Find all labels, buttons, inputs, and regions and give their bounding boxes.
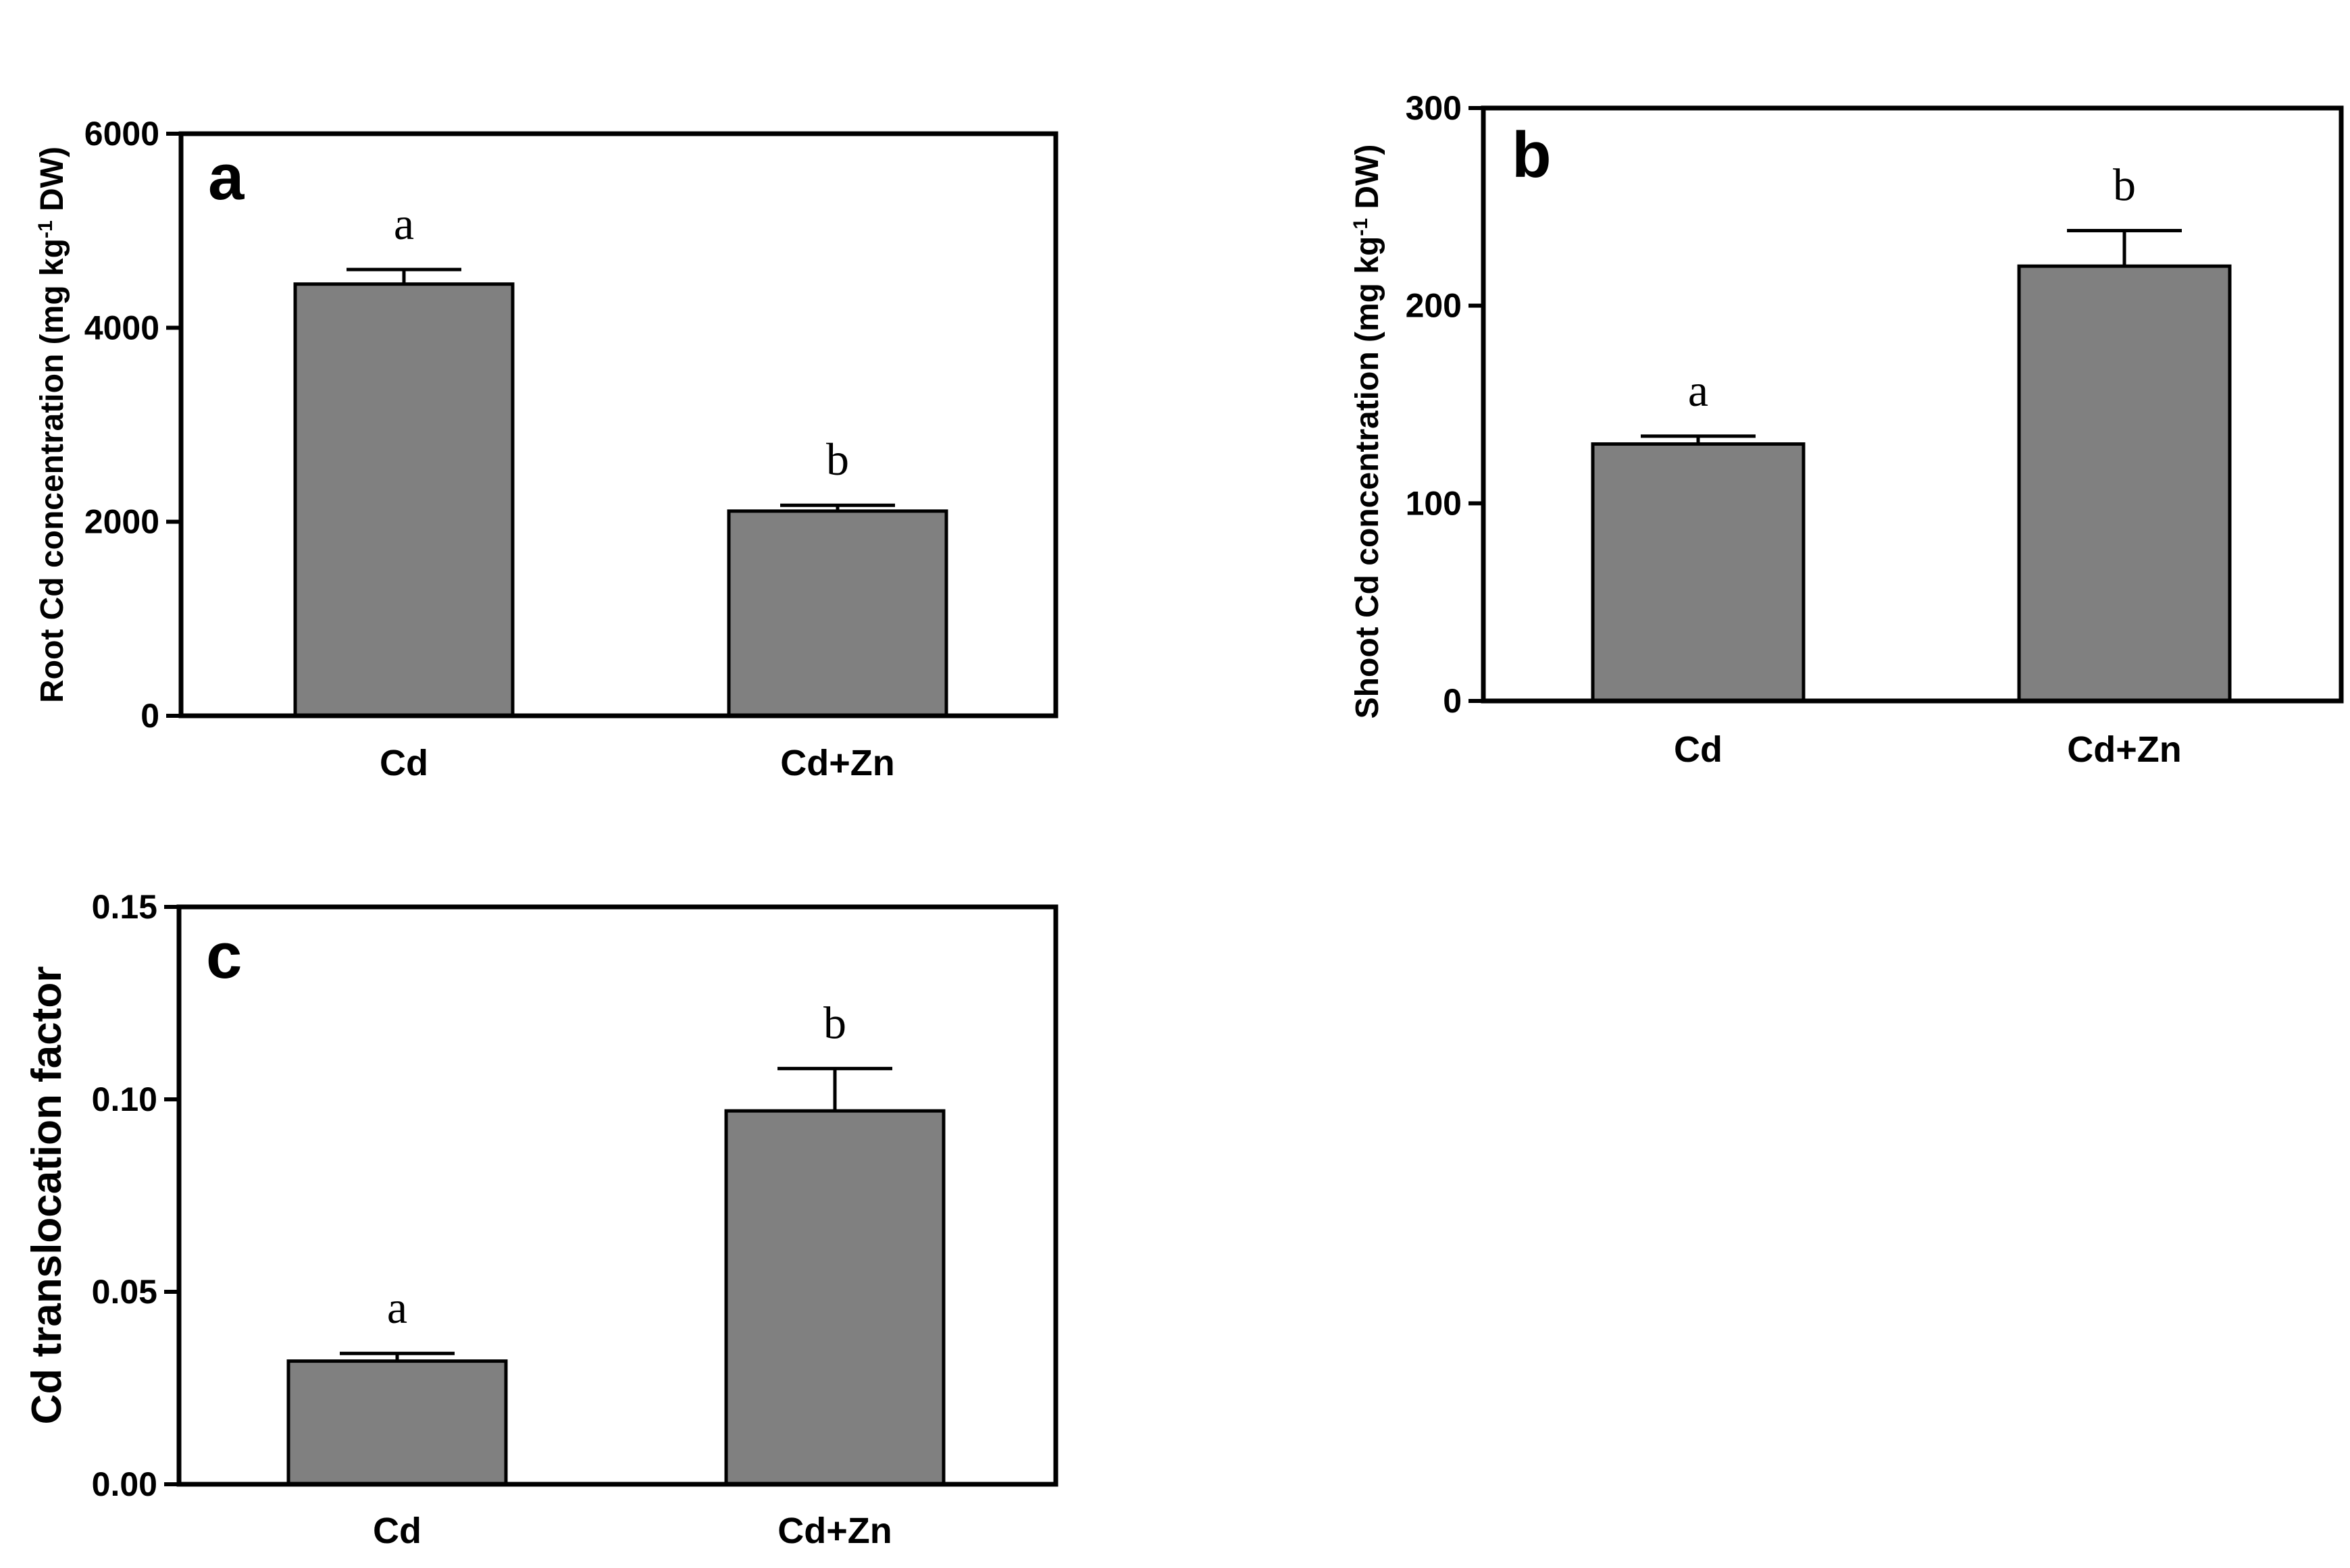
significance-label-c-0: a bbox=[387, 1282, 407, 1333]
y-tick-label-a-2: 4000 bbox=[84, 309, 159, 346]
bar-a-0 bbox=[293, 282, 515, 718]
y-axis-title-b: Shoot Cd concentration (mg kg-1 DW) bbox=[1350, 145, 1386, 719]
y-axis-title-part-c-0: Cd translocation factor bbox=[24, 966, 70, 1425]
y-tick-label-a-1: 2000 bbox=[84, 503, 159, 541]
y-tick-label-b-3: 300 bbox=[1406, 89, 1462, 127]
bar-c-0 bbox=[286, 1359, 508, 1486]
bar-c-1 bbox=[724, 1109, 946, 1486]
x-tick-label-b-1: Cd+Zn bbox=[2067, 729, 2182, 770]
significance-label-b-1: b bbox=[2113, 159, 2136, 210]
y-axis-title-part-b-0: Shoot Cd concentration (mg kg bbox=[1350, 236, 1385, 719]
x-tick-label-c-1: Cd+Zn bbox=[777, 1511, 892, 1551]
significance-label-b-0: a bbox=[1688, 365, 1708, 416]
x-tick-label-b-0: Cd bbox=[1674, 729, 1722, 770]
y-tick-label-a-0: 0 bbox=[141, 697, 159, 735]
panel-label-c: c bbox=[206, 920, 242, 992]
y-tick-label-a-3: 6000 bbox=[84, 115, 159, 153]
y-axis-title-part-b-2: DW) bbox=[1350, 145, 1385, 218]
y-tick-label-c-1: 0.05 bbox=[92, 1273, 157, 1311]
plot-frame-b bbox=[1481, 105, 2344, 704]
significance-label-a-0: a bbox=[394, 198, 414, 249]
bar-a-1 bbox=[727, 509, 948, 718]
y-tick-label-b-1: 100 bbox=[1406, 484, 1462, 522]
y-axis-title-c: Cd translocation factor bbox=[24, 966, 70, 1425]
plot-frame-a bbox=[178, 131, 1058, 718]
y-tick-label-c-0: 0.00 bbox=[92, 1465, 157, 1503]
panel-label-b: b bbox=[1512, 119, 1552, 191]
x-tick-label-c-0: Cd bbox=[373, 1511, 422, 1551]
panel-label-a: a bbox=[208, 141, 245, 213]
y-axis-title-part-a-0: Root Cd concentration (mg kg bbox=[34, 238, 70, 703]
y-tick-label-b-2: 200 bbox=[1406, 287, 1462, 325]
y-axis-title-part-a-1: -1 bbox=[34, 220, 57, 238]
panel-a-chart: a Cd b Cd+Zn 0 2000 4000 6000 a Root Cd concentra… bbox=[34, 115, 1058, 783]
significance-label-a-1: b bbox=[826, 434, 849, 485]
y-axis-title-a: Root Cd concentration (mg kg-1 DW) bbox=[34, 147, 71, 703]
y-tick-label-b-0: 0 bbox=[1443, 682, 1462, 720]
plot-frame-c bbox=[176, 904, 1058, 1487]
bar-b-1 bbox=[2017, 264, 2232, 703]
significance-label-c-1: b bbox=[823, 997, 846, 1048]
y-tick-label-c-2: 0.10 bbox=[92, 1080, 157, 1118]
panel-c-chart: a Cd b Cd+Zn 0.00 0.05 0.10 0.15 c Cd translocati… bbox=[24, 888, 1058, 1551]
x-tick-label-a-0: Cd bbox=[380, 743, 428, 783]
y-axis-title-part-b-1: -1 bbox=[1350, 218, 1372, 236]
y-axis-title-part-a-2: DW) bbox=[34, 147, 70, 220]
bar-b-0 bbox=[1591, 442, 1806, 703]
x-tick-label-a-1: Cd+Zn bbox=[780, 743, 895, 783]
panel-b-chart: a Cd b Cd+Zn 0 100 200 300 b Shoot Cd concentrati… bbox=[1350, 89, 2344, 770]
y-tick-label-c-3: 0.15 bbox=[92, 888, 157, 926]
